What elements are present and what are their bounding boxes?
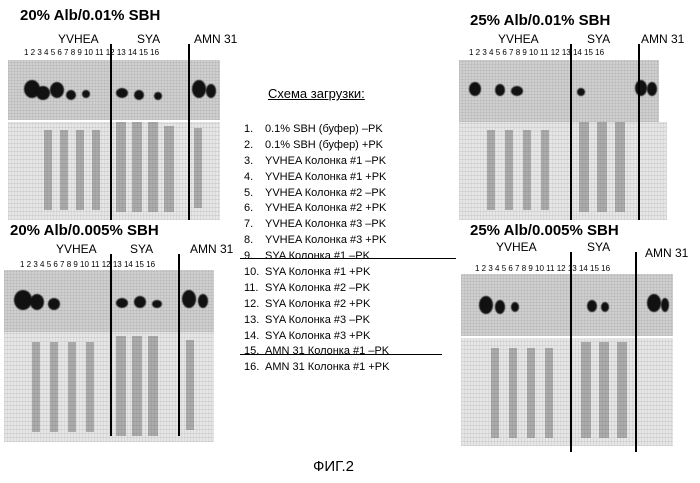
western-blot <box>461 274 673 336</box>
legend-item: 12.SYA Колонка #2 +PK <box>244 297 389 313</box>
panel-title: 20% Alb/0.005% SBH <box>10 222 159 239</box>
legend-item: 15.AMN 31 Колонка #1 –PK <box>244 344 389 360</box>
group-label-amn31: AMN 31 <box>645 246 688 260</box>
legend-item: 7.YVHEA Колонка #3 –PK <box>244 217 389 233</box>
group-label-sya: SYA <box>137 32 160 46</box>
panel-title: 25% Alb/0.01% SBH <box>470 12 610 29</box>
legend-title: Схема загрузки: <box>268 86 365 101</box>
legend-item: 13.SYA Колонка #3 –PK <box>244 313 389 329</box>
stained-gel <box>4 332 214 442</box>
panel-bottom-right: 25% Alb/0.005% SBH YVHEA SYA AMN 31 1 2 … <box>455 222 700 458</box>
western-blot <box>459 60 659 122</box>
stained-gel <box>461 338 673 446</box>
panel-top-right: 25% Alb/0.01% SBH YVHEA SYA AMN 31 1 2 3… <box>455 0 700 225</box>
legend-item: 1.0.1% SBH (буфер) –PK <box>244 122 389 138</box>
legend-item: 11.SYA Колонка #2 –PK <box>244 281 389 297</box>
group-label-yvhea: YVHEA <box>56 242 97 256</box>
panel-bottom-left: 20% Alb/0.005% SBH YVHEA SYA AMN 31 1 2 … <box>0 222 245 447</box>
legend-item: 10.SYA Колонка #1 +PK <box>244 265 389 281</box>
western-blot <box>4 270 214 332</box>
lane-numbers: 1 2 3 4 5 6 7 8 9 10 11 12 13 14 15 16 <box>469 48 604 57</box>
lane-divider <box>570 252 572 452</box>
lane-divider <box>188 44 190 220</box>
figure-caption: ФИГ.2 <box>313 458 354 475</box>
lane-divider <box>638 44 640 220</box>
lane-divider <box>570 44 572 220</box>
legend-item: 14.SYA Колонка #3 +PK <box>244 329 389 345</box>
legend-item: 16.AMN 31 Колонка #1 +PK <box>244 360 389 376</box>
legend-item: 4.YVHEA Колонка #1 +PK <box>244 170 389 186</box>
lane-divider <box>635 252 637 452</box>
lane-numbers: 1 2 3 4 5 6 7 8 9 10 11 12 13 14 15 16 <box>20 260 155 269</box>
lane-divider <box>110 254 112 436</box>
legend-separator <box>240 354 442 355</box>
legend-item: 6.YVHEA Колонка #2 +PK <box>244 201 389 217</box>
group-label-sya: SYA <box>587 32 610 46</box>
panel-title: 25% Alb/0.005% SBH <box>470 222 619 239</box>
lane-divider <box>110 44 112 220</box>
group-label-yvhea: YVHEA <box>498 32 539 46</box>
loading-scheme-legend: Схема загрузки: 1.0.1% SBH (буфер) –PK 2… <box>238 82 458 402</box>
panel-top-left: 20% Alb/0.01% SBH YVHEA SYA AMN 31 1 2 3… <box>0 0 240 225</box>
group-label-yvhea: YVHEA <box>496 240 537 254</box>
legend-item: 5.YVHEA Колонка #2 –PK <box>244 186 389 202</box>
group-label-amn31: AMN 31 <box>194 32 237 46</box>
lane-numbers: 1 2 3 4 5 6 7 8 9 10 11 12 13 14 15 16 <box>24 48 159 57</box>
legend-list: 1.0.1% SBH (буфер) –PK 2.0.1% SBH (буфер… <box>244 122 389 376</box>
legend-item: 8.YVHEA Колонка #3 +PK <box>244 233 389 249</box>
group-label-amn31: AMN 31 <box>641 32 684 46</box>
legend-item: 2.0.1% SBH (буфер) +PK <box>244 138 389 154</box>
lane-divider <box>178 254 180 436</box>
legend-item: 3.YVHEA Колонка #1 –PK <box>244 154 389 170</box>
group-label-sya: SYA <box>587 240 610 254</box>
group-label-yvhea: YVHEA <box>58 32 99 46</box>
legend-separator <box>240 258 456 259</box>
group-label-amn31: AMN 31 <box>190 242 233 256</box>
group-label-sya: SYA <box>130 242 153 256</box>
lane-numbers: 1 2 3 4 5 6 7 8 9 10 11 12 13 14 15 16 <box>475 264 610 273</box>
stained-gel <box>459 122 667 220</box>
panel-title: 20% Alb/0.01% SBH <box>20 7 160 24</box>
